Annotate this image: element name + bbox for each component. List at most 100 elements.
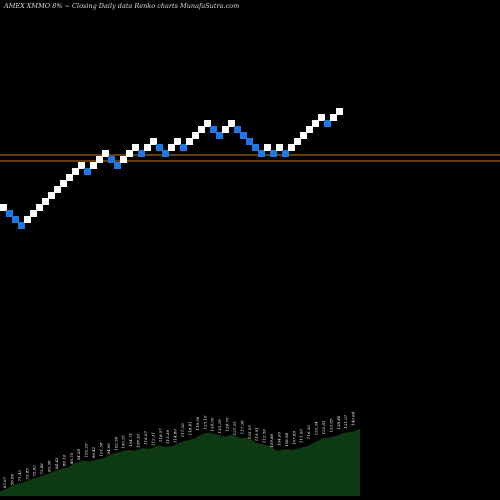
- up-brick: [228, 120, 235, 127]
- volume-label: 104.00: [276, 432, 281, 446]
- down-brick: [246, 138, 253, 145]
- volume-label: 117.39: [180, 423, 185, 437]
- volume-label: 108.30: [136, 433, 141, 447]
- volume-label: 80.10: [61, 454, 66, 466]
- up-brick: [42, 198, 49, 205]
- volume-label: 124.70: [225, 417, 230, 431]
- volume-label: 111.00: [299, 429, 304, 443]
- up-brick: [132, 144, 139, 151]
- volume-label: 73.46: [39, 463, 44, 475]
- down-brick: [210, 126, 217, 133]
- volume-label: 109.86: [269, 433, 274, 447]
- volume-label: 118.57: [158, 428, 163, 442]
- volume-label: 86.70: [69, 452, 74, 464]
- brick-layer: [0, 108, 343, 229]
- down-brick: [270, 150, 277, 157]
- volume-label: 117.38: [239, 420, 244, 434]
- volume-label: 134.00: [210, 417, 215, 431]
- up-brick: [192, 132, 199, 139]
- up-brick: [276, 144, 283, 151]
- up-brick: [60, 180, 67, 187]
- down-brick: [6, 210, 13, 217]
- volume-label: 101.58: [98, 442, 103, 456]
- down-brick: [138, 150, 145, 157]
- up-brick: [54, 186, 61, 193]
- volume-label: 108.94: [284, 432, 289, 446]
- volume-label: 99.42: [91, 446, 96, 458]
- volume-label: 94.28: [76, 448, 81, 460]
- volume-label: 71.43: [17, 470, 22, 482]
- down-brick: [156, 144, 163, 151]
- up-brick: [288, 144, 295, 151]
- volume-label: 123.85: [328, 418, 333, 432]
- up-brick: [264, 144, 271, 151]
- down-brick: [216, 132, 223, 139]
- down-brick: [162, 150, 169, 157]
- volume-label: 84.43: [54, 457, 59, 469]
- volume-label: 94.06: [106, 443, 111, 455]
- volume-label: 116.07: [143, 431, 148, 445]
- volume-label: 118.41: [187, 421, 192, 435]
- down-brick: [18, 222, 25, 229]
- up-brick: [24, 216, 31, 223]
- up-brick: [168, 144, 175, 151]
- volume-label: 63.67: [2, 476, 7, 488]
- volume-label: 128.46: [336, 415, 341, 429]
- volume-label: 113.36: [165, 430, 170, 444]
- volume-label: 122.81: [321, 420, 326, 434]
- up-brick: [48, 192, 55, 199]
- volume-label: 116.30: [306, 425, 311, 439]
- up-brick: [102, 150, 109, 157]
- volume-label: 107.89: [291, 431, 296, 445]
- up-brick: [198, 126, 205, 133]
- up-brick: [222, 126, 229, 133]
- up-brick: [36, 204, 43, 211]
- down-brick: [240, 132, 247, 139]
- volume-label: 56.86: [9, 473, 14, 485]
- down-brick: [114, 162, 121, 169]
- volume-label: 125.05: [247, 425, 252, 439]
- up-brick: [66, 174, 73, 181]
- volume-label: 131.07: [343, 414, 348, 428]
- volume-label: 127.35: [232, 421, 237, 435]
- volume-area: [0, 428, 360, 496]
- volume-label: 102.29: [84, 443, 89, 457]
- volume-label: 133.39: [217, 419, 222, 433]
- up-brick: [186, 138, 193, 145]
- up-brick: [204, 120, 211, 127]
- volume-layer: [0, 428, 360, 496]
- volume-label: 119.56: [195, 416, 200, 430]
- up-brick: [30, 210, 37, 217]
- volume-label: 112.31: [150, 432, 155, 446]
- volume-label: 140.64: [351, 411, 356, 425]
- up-brick: [96, 156, 103, 163]
- volume-labels: 63.67 56.86 71.43 55.85 72.62 73.46 83.06 84.43…: [2, 411, 356, 488]
- volume-label: 122.34: [314, 421, 319, 435]
- volume-label: 125.10: [202, 415, 207, 429]
- up-brick: [90, 162, 97, 169]
- volume-label: 100.51: [121, 435, 126, 449]
- up-brick: [336, 108, 343, 115]
- volume-label: 55.85: [24, 468, 29, 480]
- up-brick: [174, 138, 181, 145]
- up-brick: [150, 138, 157, 145]
- up-brick: [312, 120, 319, 127]
- down-brick: [84, 168, 91, 175]
- volume-label: 119.91: [254, 427, 259, 441]
- up-brick: [78, 162, 85, 169]
- volume-label: 83.06: [47, 460, 52, 472]
- volume-label: 72.62: [32, 465, 37, 477]
- up-brick: [294, 138, 301, 145]
- down-brick: [108, 156, 115, 163]
- up-brick: [0, 204, 7, 211]
- volume-label: 104.71: [128, 433, 133, 447]
- volume-label: 112.56: [262, 429, 267, 443]
- down-brick: [282, 150, 289, 157]
- down-brick: [324, 120, 331, 127]
- up-brick: [120, 156, 127, 163]
- down-brick: [180, 144, 187, 151]
- down-brick: [252, 144, 259, 151]
- down-brick: [12, 216, 19, 223]
